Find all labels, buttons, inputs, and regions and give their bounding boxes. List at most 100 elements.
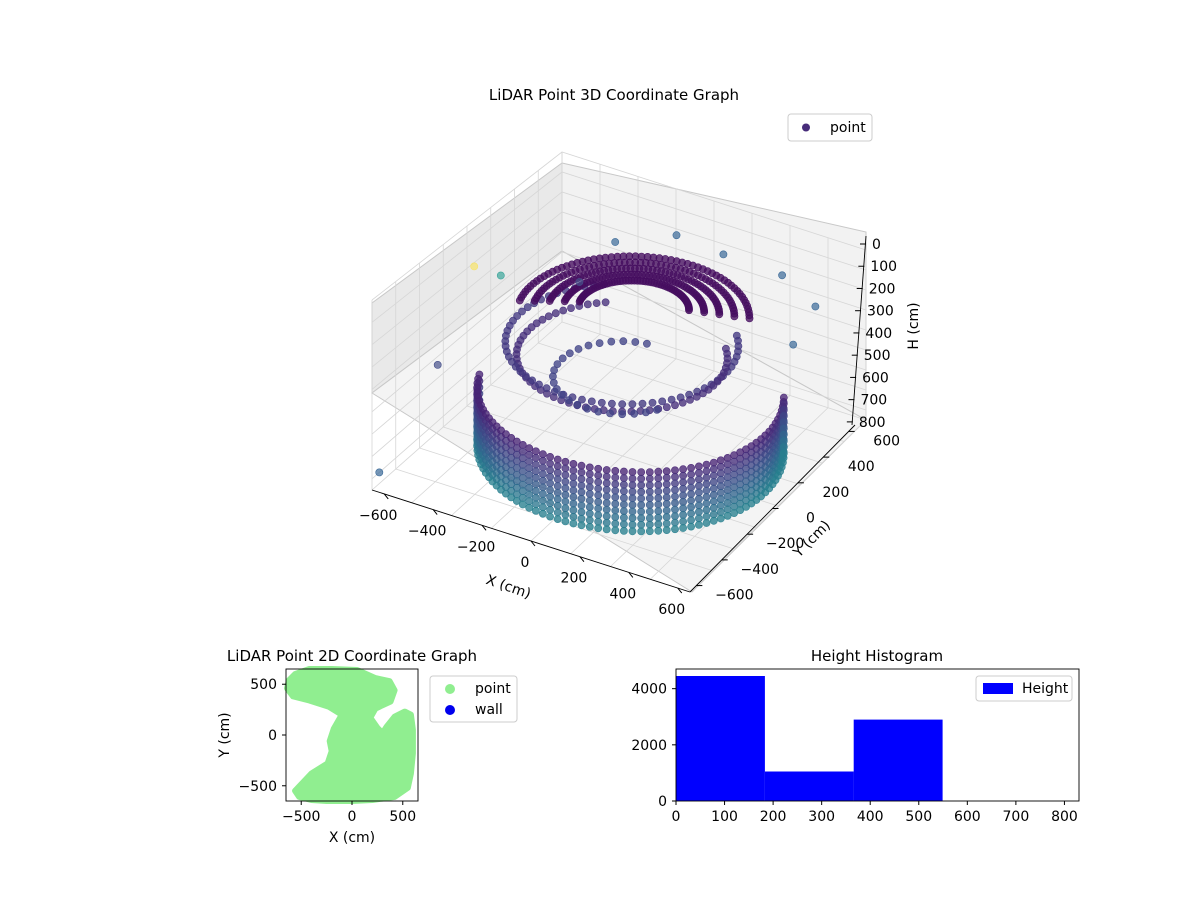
point-marker	[662, 526, 671, 534]
point-marker	[585, 463, 594, 472]
x-tick-label-histogram: 100	[711, 809, 738, 825]
outlier-points	[375, 231, 820, 477]
point-marker	[654, 480, 663, 489]
y-tick-label-2d: 0	[268, 728, 277, 744]
point-marker	[577, 514, 586, 523]
point-marker	[525, 477, 534, 486]
point-marker	[709, 503, 718, 512]
z-tick-label-3d: 800	[859, 415, 886, 431]
point-marker	[532, 467, 540, 476]
legend-2d-wall-label: wall	[475, 702, 503, 718]
point-marker	[523, 303, 532, 312]
point-marker	[654, 526, 663, 535]
y-tick-label-histogram: 2000	[631, 738, 667, 754]
point-marker	[671, 512, 679, 520]
grid-line	[371, 191, 867, 346]
point-marker	[528, 376, 536, 385]
point-marker	[539, 483, 547, 492]
point-marker	[549, 372, 557, 381]
point-marker	[637, 474, 646, 483]
point-marker	[594, 517, 603, 526]
point-marker	[709, 465, 718, 473]
point-marker	[602, 518, 611, 527]
point-marker	[671, 492, 679, 501]
chart-3d: LiDAR Point 3D Coordinate Graph −600 −400…	[359, 86, 922, 618]
point-marker	[620, 500, 628, 509]
y-tick-label-histogram: 4000	[631, 682, 667, 698]
point-marker	[611, 238, 620, 246]
point-marker	[583, 300, 592, 309]
x-tick-3d	[579, 556, 585, 563]
point-marker	[672, 231, 681, 240]
point-marker	[532, 480, 540, 489]
point-marker	[695, 468, 703, 477]
x-tick-3d	[383, 493, 389, 500]
histogram-bar	[853, 719, 943, 801]
z-tick-label-3d: 400	[865, 326, 892, 342]
point-marker	[561, 457, 570, 466]
point-marker	[662, 403, 671, 412]
y-tick-label-3d: −200	[766, 536, 804, 552]
point-marker	[687, 503, 695, 511]
point-marker	[667, 395, 676, 404]
y-tick-label-3d: 0	[806, 511, 815, 527]
point-marker	[569, 513, 578, 521]
x-tick-label-histogram: 200	[760, 809, 787, 825]
point-marker	[628, 514, 637, 522]
point-marker	[695, 481, 703, 490]
point-marker	[645, 520, 654, 529]
point-marker	[470, 262, 479, 271]
point-marker	[611, 519, 620, 528]
x-tick-label-histogram: 800	[1051, 809, 1078, 825]
point-marker	[592, 299, 601, 307]
point-marker	[628, 494, 637, 503]
grid-line	[371, 291, 867, 457]
point-marker	[631, 338, 640, 346]
point-marker	[662, 486, 671, 495]
point-marker	[516, 367, 525, 376]
point-marker	[679, 484, 687, 493]
point-marker	[511, 362, 520, 371]
point-marker	[553, 455, 562, 464]
point-marker	[662, 493, 671, 502]
point-marker	[702, 480, 711, 488]
point-marker	[375, 468, 384, 477]
point-marker	[594, 491, 603, 500]
point-marker	[601, 298, 610, 307]
x-tick-3d	[628, 572, 634, 578]
point-marker	[594, 497, 603, 506]
y-tick-label-3d: −400	[741, 562, 779, 578]
x-tick-label-histogram: 500	[905, 809, 932, 825]
point-marker	[585, 516, 594, 525]
point-marker	[662, 480, 671, 489]
z-tick-label-3d: 300	[867, 304, 894, 320]
legend-histogram-swatch	[983, 683, 1013, 694]
point-marker	[525, 470, 534, 479]
point-marker	[539, 503, 547, 512]
legend-2d-point-marker	[445, 684, 455, 694]
point-marker	[567, 304, 575, 312]
point-marker	[628, 527, 637, 536]
point-marker	[518, 454, 527, 463]
point-marker	[597, 398, 606, 407]
point-marker	[560, 297, 569, 306]
point-marker	[525, 503, 534, 512]
point-marker	[546, 452, 554, 461]
point-marker	[546, 505, 554, 514]
x-tick-label-3d: −400	[408, 524, 446, 540]
point-marker	[662, 519, 671, 528]
point-marker	[811, 302, 820, 311]
point-marker	[561, 510, 570, 519]
y-tick-label-2d: 500	[250, 677, 277, 693]
point-marker	[606, 409, 614, 418]
point-marker	[645, 527, 654, 536]
point-marker	[561, 464, 570, 473]
z-tick-label-3d: 100	[870, 259, 897, 275]
point-marker	[561, 490, 570, 499]
point-marker	[687, 522, 695, 531]
point-marker	[518, 487, 527, 496]
z-tick-label-3d: 200	[869, 281, 896, 297]
point-marker	[620, 487, 628, 496]
point-marker	[702, 460, 711, 469]
point-marker	[658, 397, 667, 406]
